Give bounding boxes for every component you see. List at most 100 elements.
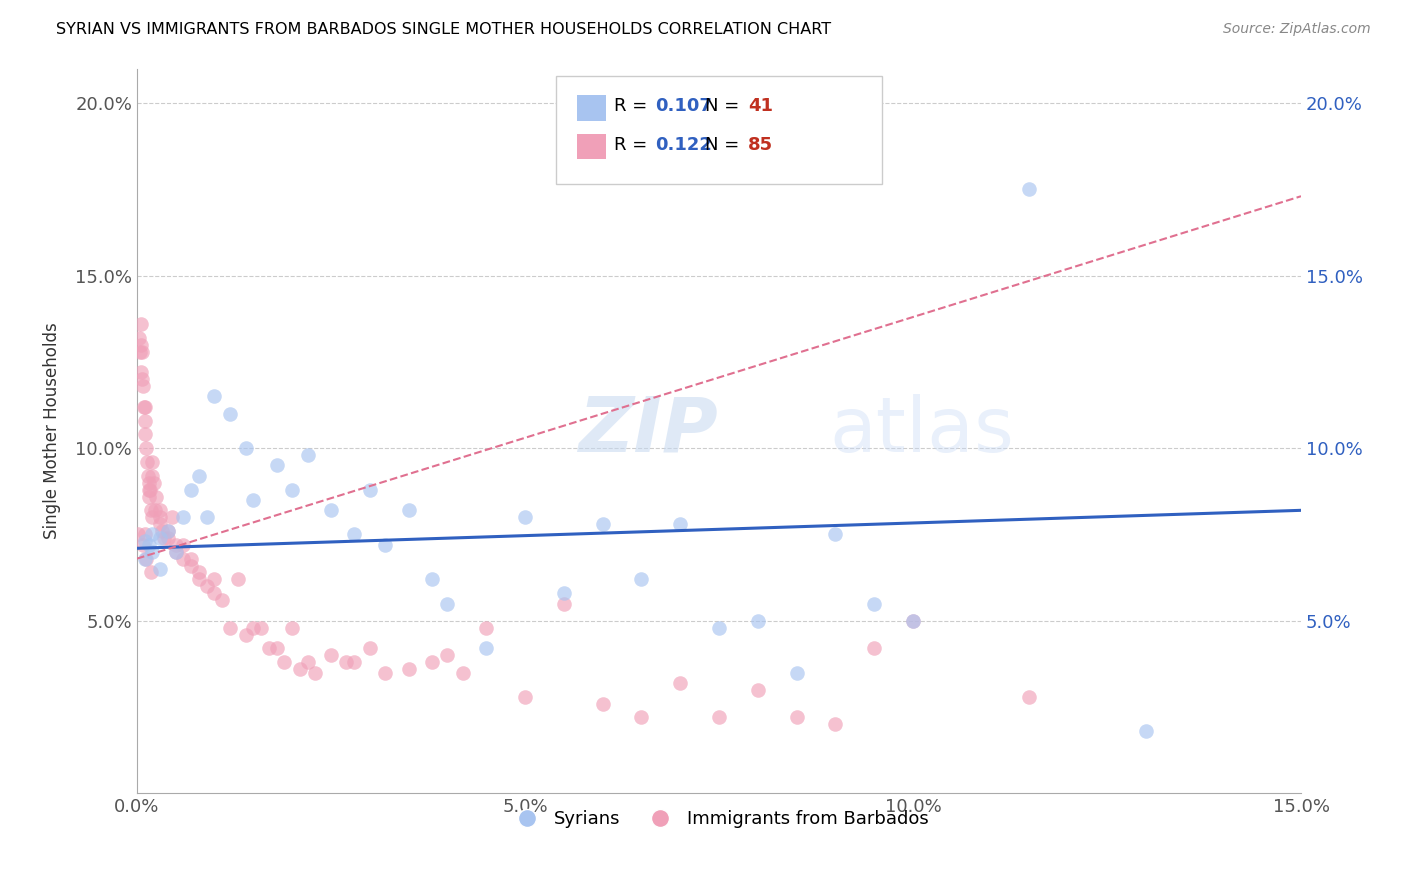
Text: 41: 41 [748, 97, 773, 115]
Point [475, 641, 498, 656]
Bar [576, 95, 606, 120]
Point [132, 538, 155, 552]
Point [156, 531, 179, 545]
Point [242, 621, 264, 635]
Point [219, 407, 242, 421]
Text: SYRIAN VS IMMIGRANTS FROM BARBADOS SINGLE MOTHER HOUSEHOLDS CORRELATION CHART: SYRIAN VS IMMIGRANTS FROM BARBADOS SINGL… [56, 22, 831, 37]
Point [226, 572, 249, 586]
FancyBboxPatch shape [555, 76, 882, 185]
Point [266, 458, 288, 473]
Point [149, 531, 172, 545]
Text: 0.107: 0.107 [655, 97, 711, 115]
Point [513, 690, 536, 704]
Point [553, 586, 575, 600]
Text: atlas: atlas [830, 394, 1014, 468]
Point [172, 538, 194, 552]
Point [824, 717, 846, 731]
Point [374, 538, 396, 552]
Point [436, 597, 458, 611]
Text: 85: 85 [748, 136, 773, 153]
Point [149, 510, 172, 524]
Point [436, 648, 458, 663]
Point [141, 527, 163, 541]
Point [149, 562, 172, 576]
Point [136, 455, 159, 469]
Point [747, 614, 769, 628]
Point [359, 641, 381, 656]
Point [138, 475, 160, 490]
Point [195, 510, 218, 524]
Point [304, 665, 326, 680]
Point [131, 372, 153, 386]
Point [901, 614, 924, 628]
Point [132, 400, 155, 414]
Point [335, 655, 357, 669]
Point [131, 344, 153, 359]
Point [132, 379, 155, 393]
Point [786, 665, 808, 680]
Point [707, 710, 730, 724]
Point [141, 455, 163, 469]
Point [319, 503, 342, 517]
Point [134, 534, 156, 549]
Point [824, 527, 846, 541]
Point [135, 551, 157, 566]
Text: 0.122: 0.122 [655, 136, 711, 153]
Point [134, 527, 156, 541]
Point [141, 468, 163, 483]
Point [135, 441, 157, 455]
Point [420, 572, 443, 586]
Point [134, 551, 156, 566]
Point [165, 545, 187, 559]
Point [142, 475, 165, 490]
Point [129, 365, 152, 379]
Point [129, 317, 152, 331]
Point [669, 676, 692, 690]
Point [138, 538, 160, 552]
Point [138, 483, 160, 497]
Text: ZIP: ZIP [579, 394, 718, 468]
Point [204, 572, 226, 586]
Point [134, 427, 156, 442]
Point [204, 389, 226, 403]
Text: R =: R = [614, 136, 654, 153]
Point [747, 682, 769, 697]
Point [257, 641, 280, 656]
Point [669, 517, 692, 532]
Point [156, 524, 179, 538]
Point [451, 665, 474, 680]
Point [901, 614, 924, 628]
Point [219, 621, 242, 635]
Point [553, 597, 575, 611]
Point [150, 524, 173, 538]
Point [134, 414, 156, 428]
Legend: Syrians, Immigrants from Barbados: Syrians, Immigrants from Barbados [502, 803, 936, 835]
Point [398, 662, 420, 676]
Point [420, 655, 443, 669]
Point [630, 710, 652, 724]
Point [188, 566, 211, 580]
Point [160, 510, 183, 524]
Point [188, 468, 211, 483]
Point [343, 527, 366, 541]
Point [707, 621, 730, 635]
Point [180, 558, 202, 573]
Point [128, 331, 150, 345]
Point [188, 572, 211, 586]
Point [1018, 690, 1040, 704]
Point [235, 441, 257, 455]
Point [129, 337, 152, 351]
Point [139, 483, 162, 497]
Point [863, 641, 886, 656]
Point [143, 503, 166, 517]
Point [273, 655, 295, 669]
Point [297, 655, 319, 669]
Point [297, 448, 319, 462]
Point [359, 483, 381, 497]
Point [136, 468, 159, 483]
Point [153, 531, 176, 545]
Point [139, 503, 162, 517]
Point [630, 572, 652, 586]
Point [343, 655, 366, 669]
Y-axis label: Single Mother Households: Single Mother Households [44, 323, 60, 540]
